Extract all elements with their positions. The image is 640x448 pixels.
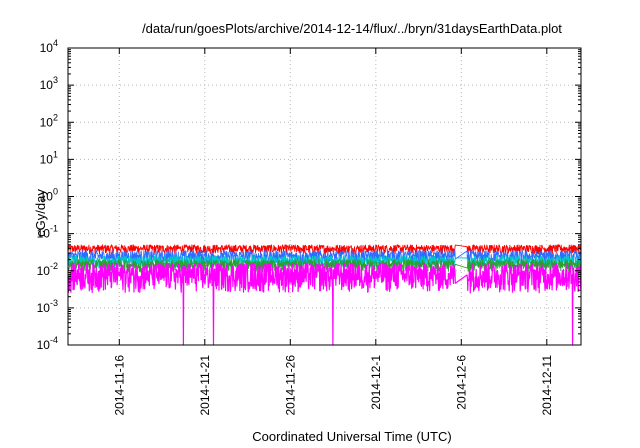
x-tick-label: 2014-11-26 — [283, 355, 297, 416]
x-tick-label: 2014-11-16 — [112, 355, 126, 416]
series-line-4 — [67, 259, 582, 273]
x-tick-label: 2014-12-1 — [369, 355, 383, 410]
plot-frame — [67, 47, 582, 346]
axes: 10-4 10-3 10-2 10-1 100 101 102 103 104 2014-11-1… — [37, 38, 582, 416]
series-line-2 — [67, 250, 582, 266]
y-tick-label: 103 — [40, 75, 58, 92]
y-tick-label: 10-2 — [37, 261, 58, 278]
x-axis-title: Coordinated Universal Time (UTC) — [252, 429, 451, 444]
y-tick-label: 104 — [40, 38, 58, 55]
y-tick-label: 100 — [40, 187, 58, 204]
y-tick-label: 10-1 — [37, 224, 58, 241]
x-tick-label: 2014-12-6 — [454, 355, 468, 410]
y-tick-label: 10-3 — [37, 298, 58, 315]
y-tick-label: 10-4 — [37, 335, 58, 352]
grid — [68, 48, 581, 345]
y-axis-title: cGy/day — [33, 189, 48, 237]
y-tick-label: 101 — [40, 149, 58, 166]
series-group — [67, 244, 582, 346]
x-tick-label: 2014-12-11 — [540, 355, 554, 416]
series-line-5 — [67, 262, 582, 346]
y-tick-label: 102 — [40, 112, 58, 129]
series-line-1 — [67, 244, 582, 255]
chart-title: /data/run/goesPlots/archive/2014-12-14/f… — [142, 21, 562, 36]
x-tick-label: 2014-11-21 — [198, 355, 212, 416]
